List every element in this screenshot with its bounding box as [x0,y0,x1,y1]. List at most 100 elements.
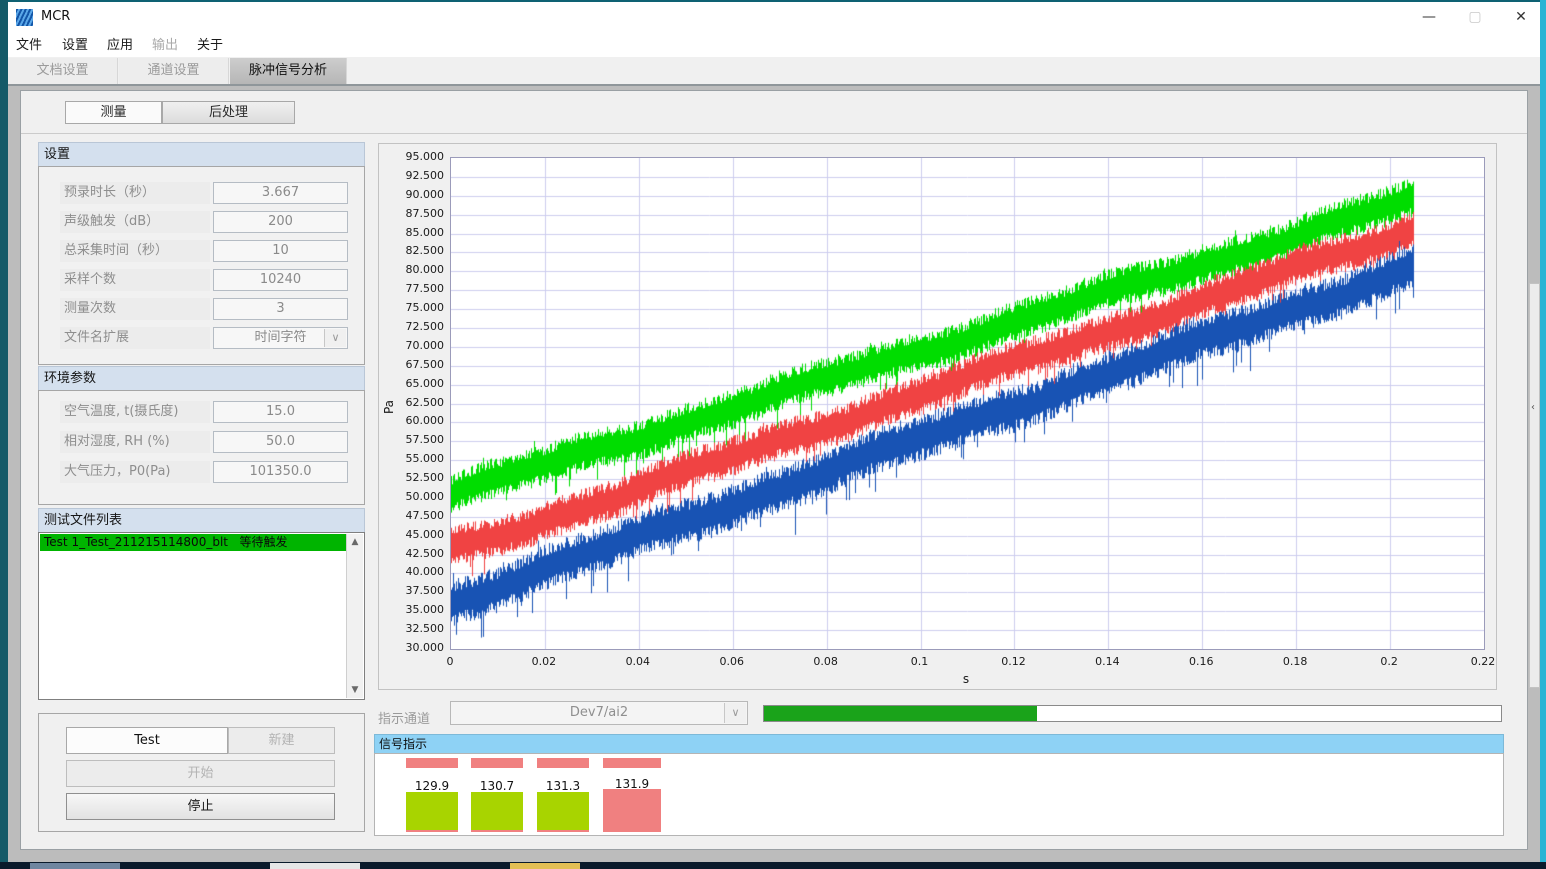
field-pressure[interactable]: 101350.0 [213,461,348,483]
y-tick-label: 72.500 [405,319,445,333]
field-total-time[interactable]: 10 [213,240,348,262]
menu-settings[interactable]: 设置 [62,38,89,53]
y-tick-label: 92.500 [405,168,445,182]
level-block [471,792,523,832]
menu-bar [8,33,1540,57]
overload-bar [471,758,523,768]
test-name-input[interactable]: Test [66,727,228,754]
y-tick-label: 80.000 [405,263,445,277]
overload-bar [406,758,458,768]
y-tick-label: 57.500 [405,433,445,447]
new-button[interactable]: 新建 [228,727,335,754]
tab-pulse-signal-analysis[interactable]: 脉冲信号分析 [230,58,347,84]
tab-channel-settings[interactable]: 通道设置 [119,58,229,84]
waveform-plot[interactable] [450,157,1485,650]
field-label-filename-ext: 文件名扩展 [60,327,210,349]
y-tick-label: 37.500 [405,584,445,598]
file-name: Test 1_Test_211215114800_blt [44,535,228,549]
y-tick-label: 75.000 [405,301,445,315]
y-tick-label: 42.500 [405,546,445,560]
acquisition-progress-bar [763,705,1502,722]
y-tick-label: 47.500 [405,508,445,522]
stop-button[interactable]: 停止 [66,793,335,820]
subtab-post-process[interactable]: 后处理 [162,101,295,124]
x-tick-label: 0.14 [1095,655,1120,668]
taskbar[interactable] [0,862,1546,869]
y-tick-label: 67.500 [405,357,445,371]
field-label-pressure: 大气压力，P0(Pa) [60,461,210,483]
desktop-wallpaper-strip [1540,0,1546,869]
field-air-temp[interactable]: 15.0 [213,401,348,423]
field-label-measure-times: 测量次数 [60,298,210,320]
field-label-level-trigger: 声级触发（dB） [60,211,210,233]
chevron-down-icon[interactable]: ∨ [324,329,346,347]
divider [21,133,1527,134]
file-status: 等待触发 [239,535,288,549]
settings-group-header: 设置 [38,142,365,166]
y-tick-label: 77.500 [405,282,445,296]
x-tick-label: 0 [446,655,454,668]
menu-about[interactable]: 关于 [197,38,224,53]
minimize-button[interactable]: — [1422,9,1436,25]
maximize-button[interactable]: ▢ [1468,9,1482,25]
level-block [603,789,661,832]
y-tick-label: 40.000 [405,565,445,579]
window-title: MCR [41,9,71,24]
signal-indicator: 129.9 [406,758,458,833]
scrollbar[interactable]: ▲ ▼ [346,534,363,698]
field-row: 预录时长（秒） 3.667 [0,182,365,204]
y-tick-label: 90.000 [405,187,445,201]
side-panel-collapse-handle[interactable]: ‹ [1529,283,1540,688]
field-row: 空气温度, t(摄氏度) 15.0 [0,401,365,423]
field-humidity[interactable]: 50.0 [213,431,348,453]
y-axis-title: Pa [382,399,397,415]
x-axis-title: s [962,672,970,686]
taskbar-icon[interactable] [30,863,120,869]
title-bar [8,0,1540,33]
x-tick-label: 0.18 [1282,655,1308,668]
level-block [537,792,589,832]
y-tick-label: 85.000 [405,225,445,239]
y-tick-label: 55.000 [405,452,445,466]
subtab-measure[interactable]: 测量 [65,101,162,124]
filename-ext-dropdown[interactable]: 时间字符 ∨ [213,327,348,349]
close-button[interactable]: ✕ [1515,9,1527,25]
field-measure-times[interactable]: 3 [213,298,348,320]
field-label-air-temp: 空气温度, t(摄氏度) [60,401,210,423]
y-tick-label: 82.500 [405,244,445,258]
indicator-channel-label: 指示通道 [378,712,431,727]
field-sample-count[interactable]: 10240 [213,269,348,291]
y-tick-label: 62.500 [405,395,445,409]
x-tick-label: 0.02 [531,655,557,668]
y-tick-label: 65.000 [405,376,445,390]
taskbar-icon[interactable] [270,863,360,869]
field-prerecord-duration[interactable]: 3.667 [213,182,348,204]
field-level-trigger[interactable]: 200 [213,211,348,233]
list-item[interactable]: Test 1_Test_211215114800_blt 等待触发 [40,534,346,551]
x-tick-label: 0.12 [1001,655,1026,668]
menu-file[interactable]: 文件 [16,38,43,53]
scroll-up-icon[interactable]: ▲ [351,537,359,547]
y-tick-label: 32.500 [405,622,445,636]
y-tick-label: 60.000 [405,414,445,428]
x-tick-label: 0.04 [625,655,651,668]
y-tick-label: 35.000 [405,603,445,617]
test-file-list[interactable]: Test 1_Test_211215114800_blt 等待触发 ▲ ▼ [38,532,365,700]
start-button[interactable]: 开始 [66,760,335,787]
field-row: 总采集时间（秒） 10 [0,240,365,262]
signal-panel-header: 信号指示 [374,734,1504,753]
scroll-down-icon[interactable]: ▼ [351,685,359,695]
y-tick-label: 52.500 [405,471,445,485]
tab-document-settings[interactable]: 文档设置 [8,58,118,84]
chevron-down-icon[interactable]: ∨ [724,703,746,723]
x-tick-label: 0.2 [1380,655,1398,668]
environment-group-header: 环境参数 [38,366,365,390]
taskbar-icon[interactable] [510,863,580,869]
menu-apply[interactable]: 应用 [107,38,134,53]
field-label-humidity: 相对湿度, RH (%) [60,431,210,453]
overload-bar [537,758,589,768]
menu-output[interactable]: 输出 [152,38,179,53]
indicator-channel-dropdown[interactable]: Dev7/ai2 ∨ [450,701,748,725]
y-tick-label: 45.000 [405,527,445,541]
signal-value: 130.7 [479,779,515,793]
